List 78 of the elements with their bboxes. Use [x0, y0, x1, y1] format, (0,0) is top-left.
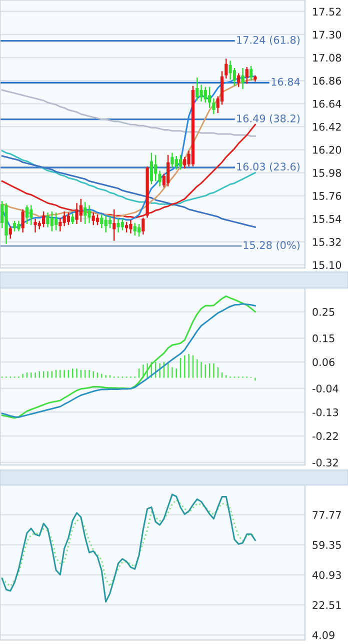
y-tick-label: 15.32	[313, 238, 341, 246]
line-series	[1, 498, 256, 588]
y-tick-label: 0.06	[312, 358, 334, 366]
candlestick	[178, 154, 182, 170]
ref-line-label: 16.84	[272, 78, 300, 86]
y-tick-label: 77.77	[312, 511, 341, 519]
candlestick	[116, 218, 120, 234]
candlestick	[237, 72, 240, 88]
y-tick-label: -0.22	[312, 432, 338, 440]
candlestick	[62, 210, 66, 227]
y-tick-label: 4.09	[312, 631, 334, 640]
candlestick	[137, 223, 141, 238]
candlestick	[120, 218, 124, 231]
candlestick	[34, 218, 37, 234]
y-tick-label: 17.08	[313, 54, 342, 62]
candlestick	[174, 155, 178, 170]
candlestick	[104, 215, 108, 234]
candlestick	[204, 86, 207, 104]
line-series	[1, 494, 256, 603]
y-tick-label: 17.30	[313, 30, 342, 39]
y-tick-label: 15.10	[313, 261, 342, 269]
candlestick	[228, 60, 232, 80]
candlestick	[71, 212, 74, 225]
y-tick-label: 16.42	[313, 122, 341, 131]
candlestick	[54, 212, 58, 231]
candlestick	[58, 217, 62, 232]
y-tick-label: 16.86	[313, 76, 342, 85]
ref-line-label: 15.28 (0%)	[244, 240, 300, 250]
candlestick	[125, 221, 128, 234]
candlestick	[208, 86, 212, 108]
candlestick	[100, 214, 104, 229]
candlestick	[8, 226, 12, 240]
y-tick-label: -0.04	[312, 384, 338, 392]
y-tick-label: 40.93	[312, 571, 341, 579]
candlestick	[170, 152, 174, 168]
candlestick	[46, 212, 50, 228]
y-tick-label: 22.51	[312, 601, 341, 610]
y-tick-label: 0.15	[312, 334, 334, 342]
y-tick-label: 17.52	[313, 8, 341, 16]
ref-line-label: 16.03 (23.6)	[237, 162, 300, 172]
candlestick	[158, 170, 162, 187]
candlestick	[42, 210, 46, 228]
candlestick	[50, 210, 54, 232]
y-tick-label: 15.76	[313, 192, 342, 200]
y-tick-label: 0.25	[312, 308, 334, 316]
candlestick	[96, 214, 100, 226]
y-tick-label: 15.98	[313, 168, 342, 177]
candlestick	[84, 201, 87, 225]
candlestick	[25, 204, 29, 225]
candlestick	[245, 66, 248, 84]
candlestick	[129, 219, 132, 234]
candlestick	[166, 154, 170, 187]
candlestick	[232, 67, 236, 86]
y-tick-label: 16.20	[313, 146, 342, 154]
candlestick	[17, 220, 20, 232]
candlestick	[30, 204, 33, 226]
candlestick	[250, 65, 253, 82]
y-tick-label: 15.54	[313, 215, 342, 223]
candlestick	[133, 222, 136, 236]
y-tick-label: -0.32	[312, 458, 338, 466]
ref-line-label: 17.24 (61.8)	[237, 36, 300, 46]
candlestick	[88, 204, 91, 224]
candlestick	[108, 216, 112, 229]
candlestick	[224, 58, 228, 80]
y-tick-label: 16.64	[313, 100, 342, 108]
candlestick	[196, 76, 199, 102]
candlestick	[183, 156, 186, 170]
candlestick	[212, 98, 216, 115]
candlestick	[150, 152, 154, 185]
candlestick	[12, 220, 16, 232]
ref-line-label: 16.49 (38.2)	[237, 114, 300, 124]
candlestick	[21, 208, 24, 234]
candlestick	[200, 84, 203, 102]
candlestick	[241, 67, 244, 90]
candlestick	[66, 212, 70, 226]
candlestick	[154, 154, 158, 182]
y-tick-label: 59.35	[312, 541, 341, 549]
y-tick-label: -0.13	[312, 408, 338, 416]
